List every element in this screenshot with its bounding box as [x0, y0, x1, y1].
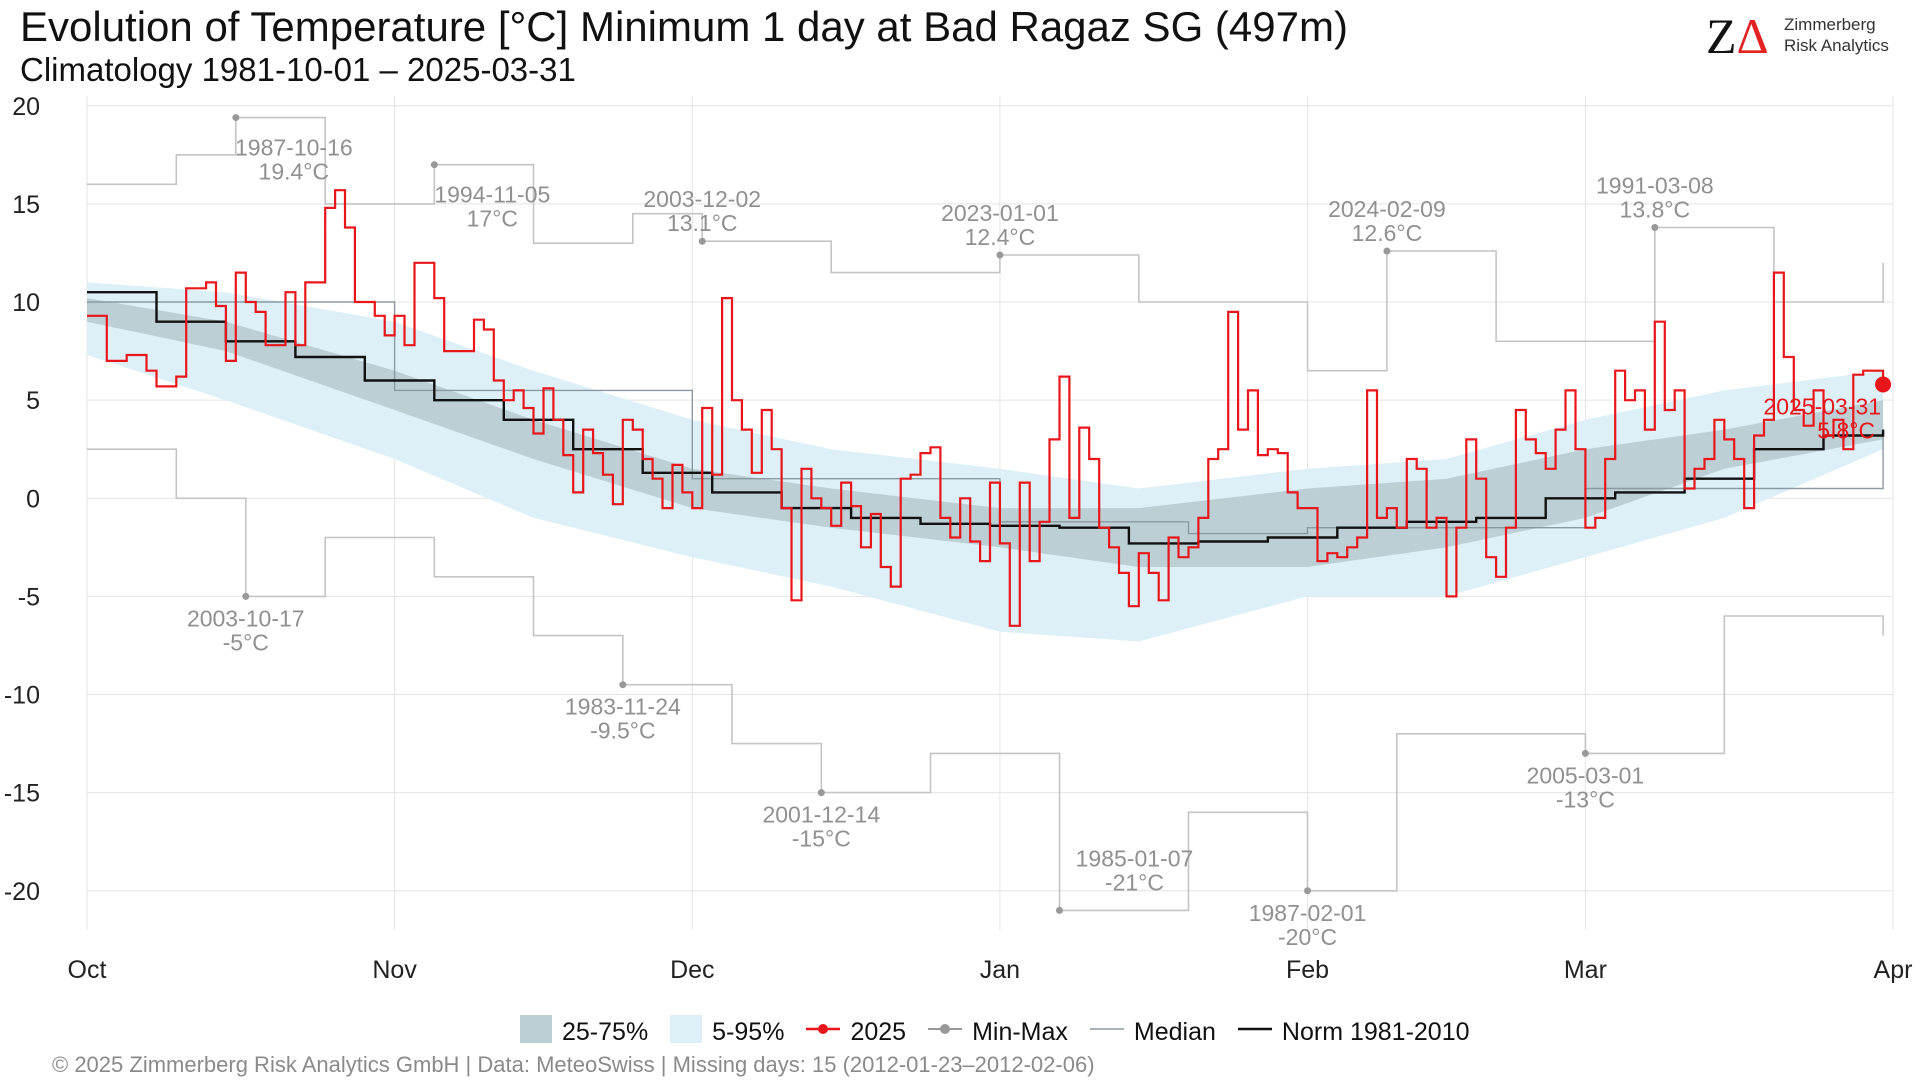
- extreme-value-label: -21°C: [1105, 869, 1164, 895]
- logo-line-2: Risk Analytics: [1784, 36, 1889, 55]
- y-tick-label: -15: [4, 780, 40, 808]
- x-tick-label: Mar: [1564, 956, 1607, 984]
- band-25-75: [87, 298, 1884, 567]
- legend-swatch-icon: [1237, 1015, 1272, 1050]
- y-tick-label: 5: [26, 387, 40, 415]
- legend-item-minmax: Min-Max: [928, 1015, 1068, 1050]
- y-tick-label: 15: [12, 191, 40, 219]
- extreme-value-label: -5°C: [223, 629, 269, 655]
- extreme-point: [996, 251, 1004, 259]
- legend-item-band-5-95: 5-95%: [670, 1014, 785, 1050]
- legend-label: 25-75%: [562, 1017, 649, 1046]
- x-tick-label: Jan: [980, 956, 1020, 984]
- extreme-date-label: 1985-01-07: [1076, 845, 1194, 871]
- extreme-point: [817, 789, 825, 797]
- extreme-point: [1055, 906, 1063, 914]
- y-tick-label: -20: [4, 878, 40, 906]
- chart-title: Evolution of Temperature [°C] Minimum 1 …: [20, 3, 1348, 50]
- extreme-point: [1581, 749, 1589, 757]
- extreme-date-label: 1987-02-01: [1249, 900, 1367, 926]
- extreme-point: [619, 681, 627, 689]
- y-tick-label: -5: [18, 583, 40, 611]
- extreme-date-label: 1991-03-08: [1596, 172, 1714, 198]
- chart-legend: 25-75% 5-95% 2025 Min-Max Median Norm 1981-20…: [520, 1014, 1492, 1050]
- y-tick-label: -10: [4, 682, 40, 710]
- extreme-date-label: 2003-10-17: [187, 605, 305, 631]
- extreme-value-label: 19.4°C: [259, 159, 330, 185]
- y-tick-label: 20: [12, 93, 40, 121]
- company-logo: ZΔ Zimmerberg Risk Analytics: [1706, 8, 1906, 64]
- legend-item-median: Median: [1089, 1015, 1216, 1050]
- logo-line-1: Zimmerberg: [1784, 15, 1876, 34]
- legend-label: Median: [1133, 1017, 1216, 1046]
- extreme-value-label: 13.8°C: [1620, 196, 1691, 222]
- band-5-95: [87, 282, 1884, 642]
- extreme-point: [1304, 887, 1312, 895]
- extreme-point: [1383, 247, 1391, 255]
- extreme-point: [698, 237, 706, 245]
- extreme-value-label: 13.1°C: [667, 210, 738, 236]
- extreme-value-label: -15°C: [792, 826, 851, 852]
- extreme-date-label: 2003-12-02: [643, 186, 761, 212]
- extreme-date-label: 1987-10-16: [235, 135, 353, 161]
- latest-point: [1875, 376, 1892, 393]
- x-tick-label: Apr: [1874, 956, 1913, 984]
- extreme-date-label: 2005-03-01: [1527, 762, 1645, 788]
- legend-item-norm: Norm 1981-2010: [1237, 1015, 1470, 1050]
- extreme-date-label: 2023-01-01: [941, 200, 1059, 226]
- extreme-point: [430, 161, 438, 169]
- legend-label: Norm 1981-2010: [1281, 1017, 1470, 1046]
- extreme-value-label: 12.6°C: [1352, 220, 1423, 246]
- legend-label: Min-Max: [972, 1017, 1068, 1046]
- extreme-date-label: 1983-11-24: [565, 694, 681, 720]
- extreme-value-label: 12.4°C: [965, 224, 1036, 250]
- extreme-date-label: 1994-11-05: [434, 182, 550, 208]
- extreme-date-label: 2001-12-14: [762, 802, 880, 828]
- legend-swatch-icon: [670, 1014, 703, 1050]
- extreme-value-label: 17°C: [467, 206, 518, 232]
- extreme-value-label: -20°C: [1278, 924, 1337, 950]
- series-2025-line: [87, 189, 1885, 627]
- series-max-line: [87, 116, 1884, 372]
- logo-text: Zimmerberg Risk Analytics: [1784, 14, 1889, 56]
- extreme-value-label: -9.5°C: [590, 718, 655, 744]
- extreme-point: [242, 592, 250, 600]
- x-tick-label: Oct: [68, 956, 107, 984]
- legend-label: 5-95%: [712, 1017, 785, 1046]
- extreme-point: [1651, 223, 1659, 231]
- logo-mark-icon: ZΔ: [1706, 8, 1769, 64]
- legend-swatch-icon: [520, 1014, 552, 1050]
- y-tick-label: 10: [12, 289, 40, 317]
- latest-value-label: 5.8°C: [1817, 417, 1875, 443]
- y-tick-label: 0: [26, 485, 40, 513]
- footer-credits: © 2025 Zimmerberg Risk Analytics GmbH | …: [52, 1052, 1095, 1077]
- latest-date-label: 2025-03-31: [1763, 393, 1881, 419]
- extreme-point: [232, 114, 240, 122]
- x-tick-label: Nov: [372, 956, 417, 984]
- x-tick-label: Feb: [1286, 956, 1329, 984]
- legend-item-series-2025: 2025: [806, 1015, 906, 1050]
- x-tick-label: Dec: [670, 956, 714, 984]
- legend-swatch-icon: [806, 1015, 841, 1050]
- extreme-date-label: 2024-02-09: [1328, 196, 1446, 222]
- chart-subtitle: Climatology 1981-10-01 – 2025-03-31: [20, 51, 576, 88]
- legend-item-band-25-75: 25-75%: [520, 1014, 649, 1050]
- legend-swatch-icon: [1089, 1015, 1124, 1050]
- legend-swatch-icon: [928, 1015, 963, 1050]
- legend-label: 2025: [850, 1017, 907, 1046]
- extreme-value-label: -13°C: [1556, 786, 1615, 812]
